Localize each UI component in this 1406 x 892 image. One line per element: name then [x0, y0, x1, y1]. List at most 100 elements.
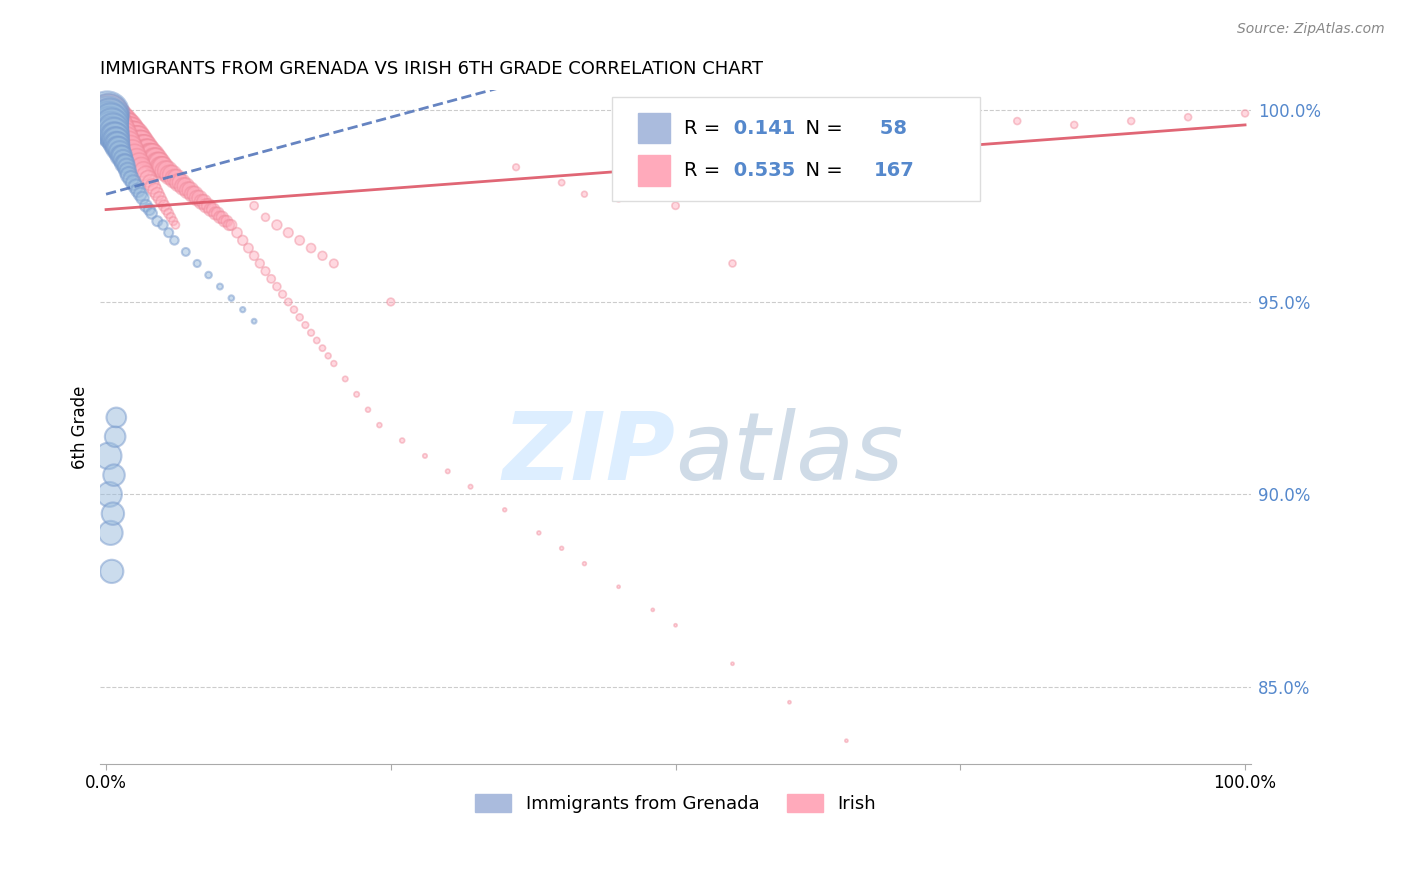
Point — [120, 171, 142, 186]
Point — [132, 164, 155, 178]
Point — [122, 129, 145, 144]
Point — [368, 418, 391, 433]
Point — [316, 349, 339, 363]
Point — [100, 114, 122, 128]
Point — [152, 160, 174, 174]
Point — [142, 149, 165, 163]
Text: 58: 58 — [873, 119, 907, 137]
Point — [131, 160, 153, 174]
Point — [163, 171, 186, 186]
Point — [107, 118, 129, 132]
Point — [107, 137, 129, 152]
Point — [108, 118, 131, 132]
Point — [96, 114, 118, 128]
Point — [254, 264, 277, 278]
Point — [152, 218, 174, 232]
Point — [105, 410, 128, 425]
Point — [104, 133, 127, 147]
Point — [202, 202, 225, 217]
Y-axis label: 6th Grade: 6th Grade — [72, 385, 89, 468]
Text: Source: ZipAtlas.com: Source: ZipAtlas.com — [1237, 22, 1385, 37]
Point — [112, 121, 135, 136]
Point — [101, 121, 124, 136]
Point — [221, 218, 243, 232]
Point — [165, 218, 187, 232]
Point — [211, 211, 233, 225]
FancyBboxPatch shape — [637, 112, 669, 143]
Point — [103, 114, 125, 128]
Point — [159, 168, 181, 182]
Point — [181, 187, 204, 202]
Point — [125, 133, 148, 147]
Point — [129, 187, 152, 202]
Point — [124, 129, 146, 144]
Point — [138, 202, 160, 217]
Point — [607, 580, 630, 594]
Point — [118, 126, 141, 140]
Point — [204, 206, 226, 220]
Point — [949, 110, 972, 124]
Point — [607, 191, 630, 205]
Point — [111, 118, 134, 132]
Point — [162, 214, 184, 228]
Point — [174, 244, 197, 259]
Point — [150, 160, 173, 174]
Point — [177, 183, 200, 197]
Text: 0.535: 0.535 — [727, 161, 796, 179]
Point — [118, 168, 141, 182]
Point — [721, 256, 744, 270]
Point — [122, 176, 145, 190]
Text: N =: N = — [793, 161, 849, 179]
Point — [100, 110, 122, 124]
Point — [207, 206, 229, 220]
Point — [100, 121, 122, 136]
Point — [104, 114, 127, 128]
Point — [157, 226, 180, 240]
Point — [1234, 106, 1257, 120]
Point — [112, 153, 135, 167]
Point — [134, 141, 156, 155]
Legend: Immigrants from Grenada, Irish: Immigrants from Grenada, Irish — [467, 785, 884, 822]
Point — [97, 106, 120, 120]
Point — [167, 176, 190, 190]
Point — [778, 695, 800, 709]
Text: 167: 167 — [873, 161, 914, 179]
Point — [114, 121, 136, 136]
Point — [305, 334, 328, 348]
Point — [311, 249, 333, 263]
Point — [139, 176, 162, 190]
Point — [835, 733, 858, 747]
Point — [155, 202, 177, 217]
Point — [266, 279, 288, 293]
Point — [266, 218, 288, 232]
Point — [107, 114, 129, 128]
Point — [117, 164, 139, 178]
Point — [100, 565, 122, 579]
Point — [170, 176, 193, 190]
Point — [148, 156, 170, 170]
Point — [322, 357, 344, 371]
Point — [143, 153, 166, 167]
Point — [115, 160, 138, 174]
Point — [322, 256, 344, 270]
Point — [215, 214, 238, 228]
Point — [101, 110, 124, 124]
Point — [136, 145, 159, 159]
Point — [141, 206, 163, 220]
Point — [103, 468, 125, 483]
Point — [1177, 110, 1199, 124]
Point — [110, 118, 132, 132]
Point — [107, 141, 129, 155]
Point — [186, 256, 208, 270]
Point — [311, 341, 333, 355]
Point — [105, 137, 128, 152]
Point — [157, 206, 180, 220]
Point — [128, 137, 150, 152]
Point — [460, 480, 482, 494]
Point — [124, 179, 146, 194]
Point — [129, 137, 152, 152]
Point — [97, 449, 120, 463]
Point — [214, 214, 236, 228]
Point — [131, 141, 153, 155]
Point — [121, 145, 143, 159]
